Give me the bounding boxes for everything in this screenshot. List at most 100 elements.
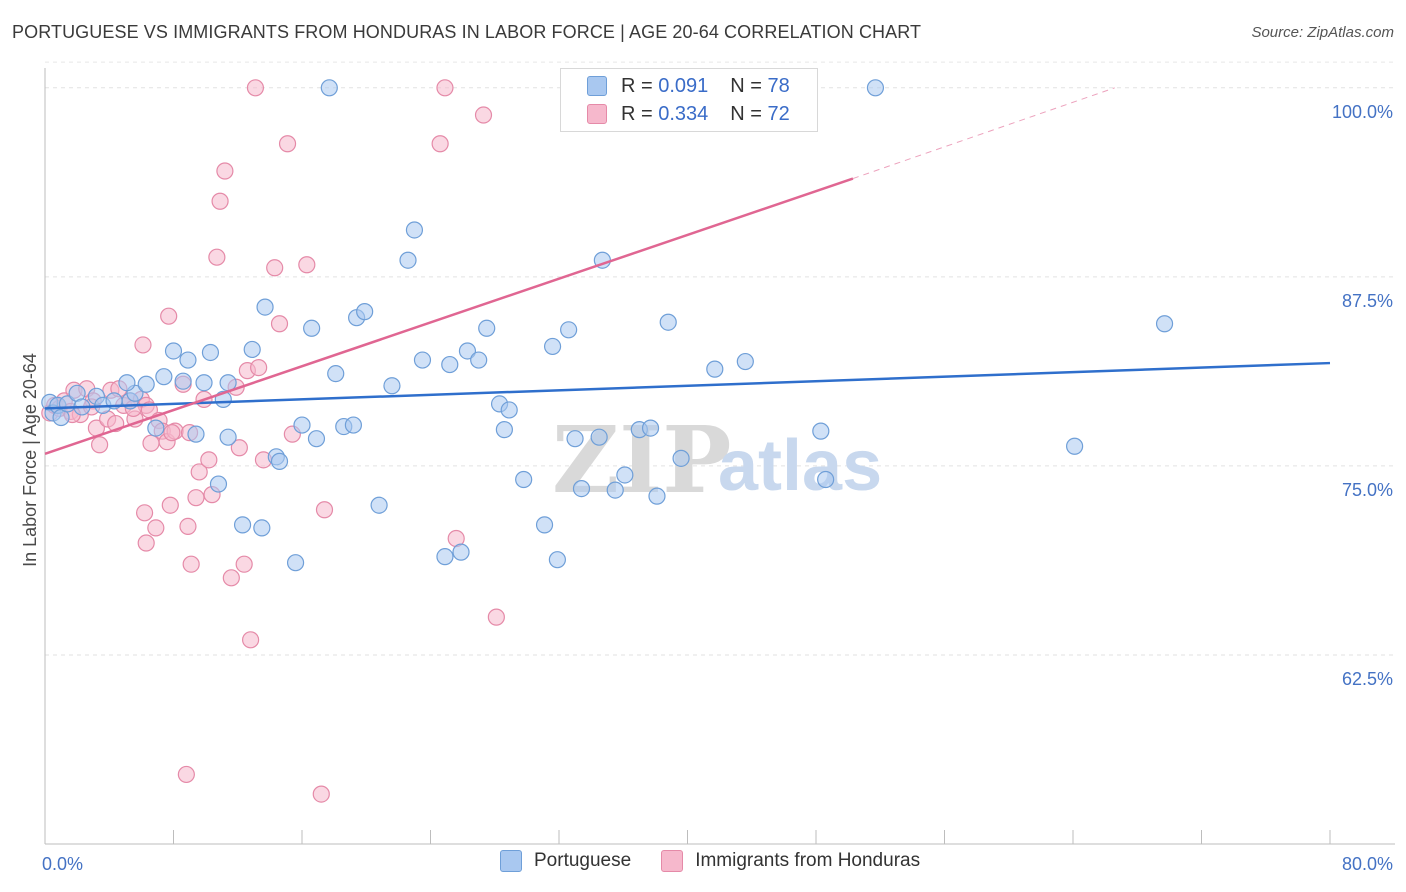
honduras-point xyxy=(216,162,234,180)
honduras-point xyxy=(431,135,449,153)
series-portuguese-points xyxy=(41,79,1174,572)
honduras-point xyxy=(298,256,316,274)
portuguese-point xyxy=(706,360,724,378)
honduras-point xyxy=(487,608,505,626)
portuguese-trend-line xyxy=(44,361,1331,410)
honduras-point xyxy=(190,463,208,481)
portuguese-point xyxy=(566,430,584,448)
portuguese-point xyxy=(452,543,470,561)
portuguese-point xyxy=(470,351,488,369)
portuguese-point xyxy=(344,416,362,434)
portuguese-point xyxy=(187,425,205,443)
honduras-point xyxy=(147,519,165,537)
portuguese-point xyxy=(147,419,165,437)
legend-row-portuguese: R = 0.091 N = 78 xyxy=(587,73,790,99)
portuguese-point xyxy=(500,401,518,419)
portuguese-point xyxy=(320,79,338,97)
legend-r-label: R = xyxy=(621,74,653,97)
honduras-point xyxy=(163,424,181,442)
honduras-point xyxy=(230,439,248,457)
honduras-point xyxy=(161,496,179,514)
portuguese-point xyxy=(817,470,835,489)
x-tick-label: 0.0% xyxy=(42,854,83,874)
honduras-point xyxy=(134,336,152,354)
watermark: ZIP atlas xyxy=(552,406,882,514)
portuguese-point xyxy=(307,430,326,448)
portuguese-point xyxy=(399,251,417,269)
portuguese-point xyxy=(543,337,562,356)
honduras-point xyxy=(436,79,454,97)
portuguese-point xyxy=(606,481,624,499)
legend-swatch-blue xyxy=(587,76,607,96)
honduras-trend-line xyxy=(44,177,854,455)
portuguese-point xyxy=(560,321,578,339)
legend-row-honduras: R = 0.334 N = 72 xyxy=(587,101,790,127)
honduras-point xyxy=(235,555,253,573)
legend-item-honduras: Immigrants from Honduras xyxy=(661,850,920,872)
honduras-point xyxy=(200,451,218,469)
portuguese-point xyxy=(286,554,305,572)
honduras-point xyxy=(135,504,154,522)
portuguese-point xyxy=(812,422,830,440)
portuguese-point xyxy=(164,342,183,360)
trend-lines xyxy=(44,87,1331,455)
portuguese-point xyxy=(535,516,554,534)
portuguese-point xyxy=(1066,437,1084,455)
honduras-point xyxy=(179,517,197,536)
portuguese-point xyxy=(195,374,213,392)
source-credit: Source: ZipAtlas.com xyxy=(1251,24,1394,41)
portuguese-point xyxy=(383,377,401,395)
portuguese-point xyxy=(256,298,274,316)
honduras-point xyxy=(177,765,195,784)
legend-item-portuguese: Portuguese xyxy=(500,850,631,872)
legend-swatch-pink xyxy=(587,104,607,124)
chart-title: PORTUGUESE VS IMMIGRANTS FROM HONDURAS I… xyxy=(12,22,922,42)
legend-n-label: N = xyxy=(730,74,762,97)
portuguese-point xyxy=(590,428,608,446)
portuguese-point xyxy=(327,365,345,383)
honduras-point xyxy=(222,569,240,587)
portuguese-point xyxy=(233,516,252,534)
honduras-point xyxy=(137,534,155,552)
legend-label-honduras: Immigrants from Honduras xyxy=(695,850,921,871)
y-tick-label: 75.0% xyxy=(1342,480,1393,500)
portuguese-point xyxy=(356,303,374,321)
honduras-point xyxy=(187,489,205,507)
portuguese-point xyxy=(137,375,155,393)
y-tick-label: 62.5% xyxy=(1342,669,1393,689)
portuguese-point xyxy=(641,419,660,437)
series-honduras-points xyxy=(41,79,505,803)
series-legend: Portuguese Immigrants from Honduras xyxy=(500,850,950,872)
legend-swatch-blue xyxy=(500,850,522,872)
portuguese-point xyxy=(436,548,454,566)
legend-n-value: 78 xyxy=(767,74,790,97)
portuguese-point xyxy=(413,351,432,369)
portuguese-point xyxy=(219,428,237,446)
portuguese-point xyxy=(293,416,311,434)
portuguese-point xyxy=(370,496,388,514)
honduras-point xyxy=(246,79,265,97)
portuguese-point xyxy=(118,374,136,392)
portuguese-point xyxy=(1155,315,1174,333)
y-axis-label: In Labor Force | Age 20-64 xyxy=(20,353,40,567)
portuguese-point xyxy=(201,343,220,362)
portuguese-point xyxy=(441,355,459,374)
x-tick-label: 80.0% xyxy=(1342,854,1393,874)
y-tick-label: 100.0% xyxy=(1332,102,1393,122)
portuguese-point xyxy=(253,519,271,537)
honduras-point xyxy=(270,315,289,333)
portuguese-point xyxy=(405,221,424,239)
legend-label-portuguese: Portuguese xyxy=(534,850,632,871)
legend-r-label: R = xyxy=(621,102,653,125)
portuguese-point xyxy=(672,449,690,467)
portuguese-point xyxy=(209,475,228,493)
legend-n-label: N = xyxy=(730,102,762,125)
legend-r-value: 0.334 xyxy=(658,102,709,125)
honduras-point xyxy=(278,135,297,153)
portuguese-point xyxy=(616,466,634,484)
honduras-point xyxy=(474,106,493,124)
portuguese-point xyxy=(659,313,677,331)
honduras-point xyxy=(242,631,260,649)
legend-r-value: 0.091 xyxy=(658,74,709,97)
